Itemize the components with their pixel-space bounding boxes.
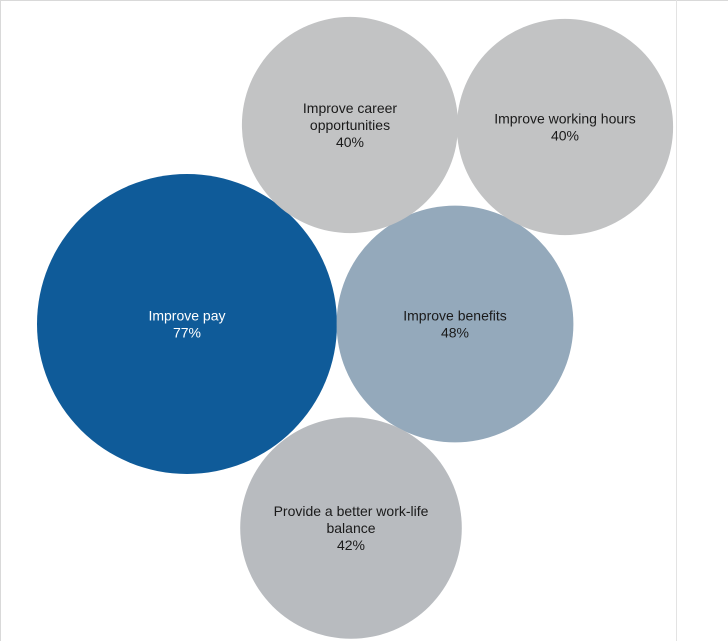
bubble-category-label: Improve working hours [494,111,636,127]
bubble-category-label: opportunities [310,117,390,133]
bubble-category-label: Improve career [303,100,397,116]
bubble-circle [456,18,674,236]
bubble-value-label: 48% [441,325,469,341]
bubble-value-label: 77% [173,325,201,341]
bubble-category-label: Improve pay [148,308,225,324]
bubble-circle [336,205,574,443]
bubble-category-label: Provide a better work-life [274,503,429,519]
bubble-value-label: 42% [337,537,365,553]
bubble-category-label: Improve benefits [403,308,507,324]
bubble-circle [240,417,462,639]
bubble-circle [241,16,459,234]
bubble-category-label: balance [326,520,375,536]
bubble-value-label: 40% [336,134,364,150]
bubble-circle [37,174,337,474]
bubble-value-label: 40% [551,128,579,144]
